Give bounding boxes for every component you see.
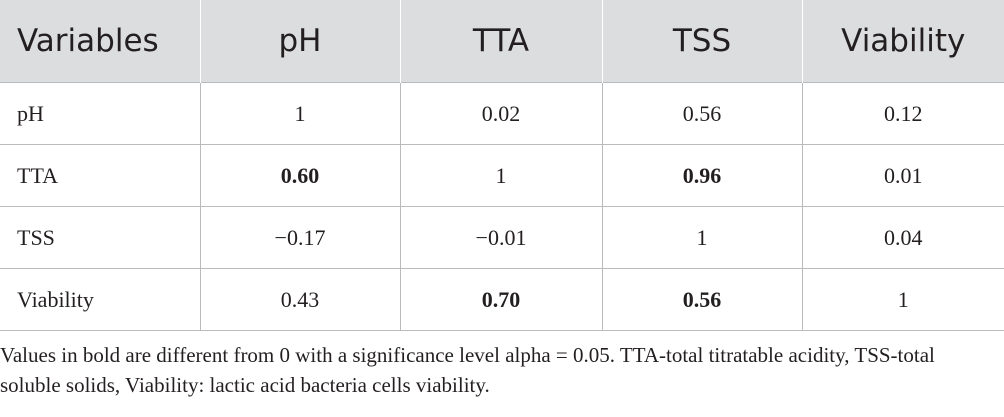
row-label: Viability (0, 268, 200, 331)
row-label: TSS (0, 206, 200, 269)
table-row: pH 1 0.02 0.56 0.12 (0, 82, 1004, 145)
table-cell: −0.01 (399, 206, 602, 269)
correlation-table-container: Variables pH TTA TSS Viability pH 1 0.02… (0, 0, 1004, 331)
table-row: Viability 0.43 0.70 0.56 1 (0, 268, 1004, 331)
table-row: TSS −0.17 −0.01 1 0.04 (0, 206, 1004, 269)
table-header: Variables pH TTA TSS Viability (0, 0, 1004, 83)
table-cell: 0.02 (399, 82, 602, 145)
table-cell: 0.96 (601, 144, 802, 207)
header-ph: pH (199, 0, 400, 83)
table-cell: −0.17 (199, 206, 400, 269)
table-cell: 1 (801, 268, 1004, 331)
table-cell: 1 (199, 82, 400, 145)
table-cell: 0.56 (601, 82, 802, 145)
table-cell: 0.60 (199, 144, 400, 207)
table-cell: 0.04 (801, 206, 1004, 269)
row-label: TTA (0, 144, 200, 207)
table-cell: 0.70 (399, 268, 602, 331)
header-row: Variables pH TTA TSS Viability (0, 0, 1004, 83)
table-cell: 0.56 (601, 268, 802, 331)
table-body: pH 1 0.02 0.56 0.12 TTA 0.60 1 0.96 0.01… (0, 82, 1004, 331)
table-cell: 1 (601, 206, 802, 269)
table-cell: 0.12 (801, 82, 1004, 145)
header-tss: TSS (601, 0, 802, 83)
correlation-table: Variables pH TTA TSS Viability pH 1 0.02… (0, 0, 1004, 331)
row-label: pH (0, 82, 200, 145)
table-row: TTA 0.60 1 0.96 0.01 (0, 144, 1004, 207)
table-cell: 1 (399, 144, 602, 207)
table-cell: 0.01 (801, 144, 1004, 207)
header-variables: Variables (0, 0, 200, 83)
table-cell: 0.43 (199, 268, 400, 331)
header-tta: TTA (399, 0, 602, 83)
header-viability: Viability (801, 0, 1004, 83)
table-footnote: Values in bold are different from 0 with… (0, 343, 935, 397)
